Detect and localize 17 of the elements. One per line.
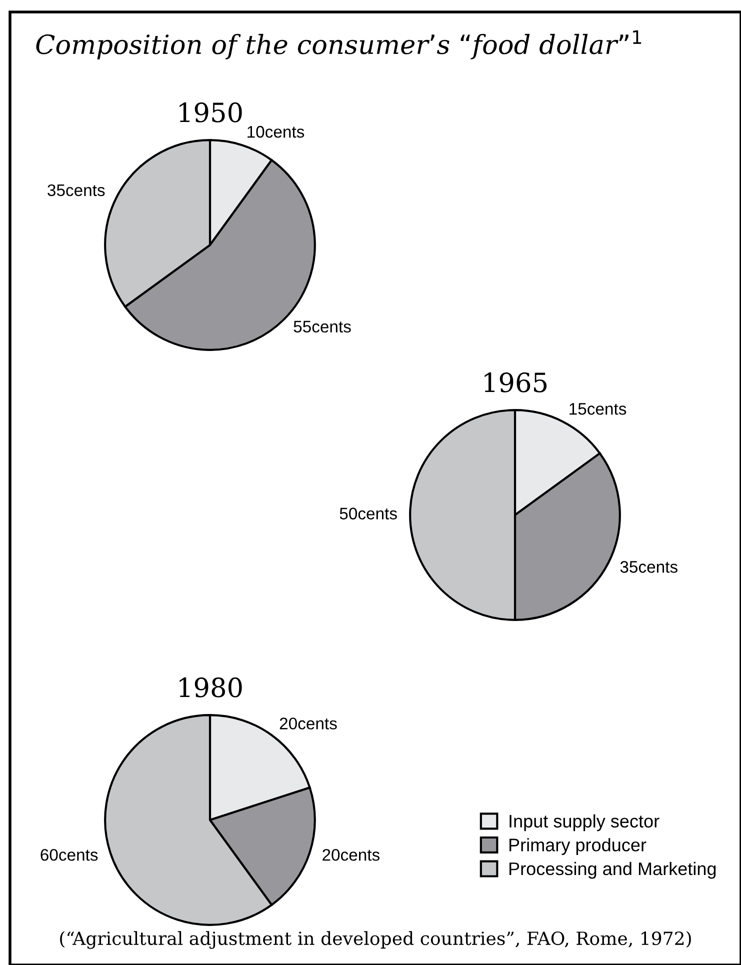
legend-label: Processing and Marketing: [509, 862, 716, 879]
data-label: 10cents: [248, 126, 304, 138]
text: (“Agricultural adjustment in developed countries”, FAO, Rome, 1972): [60, 931, 691, 949]
legend-label: Primary producer: [509, 838, 646, 855]
chart-title: 1950: [180, 102, 242, 122]
legend-label: Input supply sector: [510, 814, 660, 832]
data-label: 35cents: [48, 184, 105, 196]
text: Composition of the consumer’s “food dollar”$^{1}$: [36, 30, 642, 60]
data-label: 50cents: [340, 508, 397, 520]
data-label: 55cents: [294, 320, 351, 333]
data-label: 20cents: [280, 718, 337, 730]
data-label: 20cents: [322, 848, 380, 861]
data-label: 35cents: [620, 561, 678, 573]
chart-title: 1965: [484, 372, 547, 392]
data-label: 60cents: [40, 848, 98, 861]
chart-title: 1980: [180, 677, 242, 698]
data-label: 15cents: [570, 403, 626, 415]
